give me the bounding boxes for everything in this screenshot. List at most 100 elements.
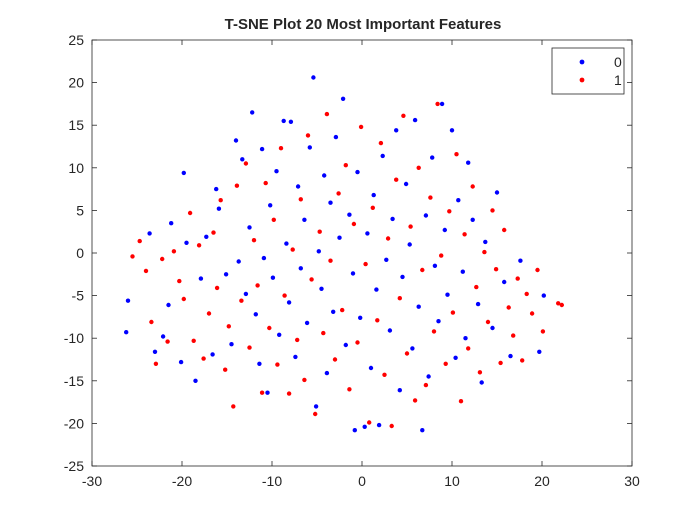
scatter-point-class-1: [502, 227, 507, 233]
scatter-point-class-1: [490, 208, 495, 213]
scatter-point-class-1: [462, 232, 467, 237]
scatter-point-class-1: [540, 329, 546, 334]
scatter-point-class-0: [313, 404, 319, 409]
scatter-point-class-0: [253, 312, 258, 317]
scatter-point-class-1: [218, 198, 223, 203]
scatter-point-class-1: [226, 324, 231, 329]
scatter-point-class-0: [426, 374, 431, 379]
scatter-point-class-0: [147, 231, 152, 236]
scatter-point-class-1: [511, 333, 516, 338]
scatter-point-class-1: [394, 177, 399, 182]
scatter-point-class-0: [281, 118, 286, 124]
scatter-point-class-0: [319, 286, 324, 291]
scatter-point-class-1: [298, 197, 303, 202]
scatter-point-class-0: [479, 380, 484, 385]
scatter-point-class-1: [309, 277, 314, 282]
scatter-point-class-1: [515, 276, 520, 281]
series-0: [124, 75, 546, 433]
scatter-point-class-1: [187, 210, 193, 216]
scatter-point-class-1: [149, 319, 154, 325]
scatter-point-class-1: [375, 318, 380, 323]
scatter-point-class-1: [443, 361, 448, 366]
scatter-point-class-0: [430, 155, 435, 160]
scatter-point-class-0: [350, 271, 356, 276]
scatter-point-class-1: [290, 247, 295, 252]
scatter-point-class-1: [332, 357, 338, 362]
scatter-point-class-1: [420, 267, 425, 273]
scatter-point-class-1: [423, 382, 429, 388]
scatter-point-class-1: [153, 361, 159, 366]
scatter-point-class-1: [201, 356, 206, 361]
scatter-point-class-1: [378, 140, 384, 146]
scatter-point-class-0: [449, 128, 455, 133]
scatter-point-class-1: [243, 161, 249, 166]
scatter-point-class-1: [343, 163, 348, 168]
scatter-point-class-1: [239, 298, 244, 303]
scatter-point-class-1: [520, 358, 525, 363]
scatter-point-class-1: [401, 113, 406, 119]
scatter-point-class-1: [231, 404, 236, 409]
scatter-point-class-1: [450, 310, 456, 315]
scatter-point-class-1: [506, 305, 511, 310]
scatter-point-class-1: [137, 238, 142, 244]
scatter-point-class-0: [394, 128, 399, 133]
scatter-point-class-0: [541, 293, 546, 298]
scatter-point-class-0: [277, 332, 282, 337]
scatter-point-class-1: [439, 253, 444, 258]
scatter-point-class-1: [382, 372, 387, 377]
scatter-point-class-0: [316, 249, 321, 254]
scatter-point-class-1: [278, 146, 284, 151]
scatter-point-class-1: [556, 301, 561, 306]
scatter-point-class-0: [490, 325, 495, 331]
scatter-point-class-0: [358, 315, 363, 320]
scatter-point-class-1: [130, 254, 135, 259]
scatter-point-class-1: [355, 340, 360, 345]
scatter-point-class-0: [463, 336, 468, 341]
scatter-point-class-0: [475, 301, 481, 307]
scatter-point-class-0: [293, 354, 298, 360]
scatter-point-class-1: [255, 283, 260, 288]
y-tick-label: -25: [64, 458, 84, 474]
scatter-point-class-1: [286, 391, 292, 396]
scatter-point-class-1: [524, 291, 529, 297]
scatter-point-class-1: [328, 258, 333, 263]
scatter-point-class-1: [321, 330, 326, 336]
y-tick-label: -5: [72, 288, 85, 304]
scatter-point-class-0: [236, 259, 241, 264]
scatter-point-class-1: [498, 360, 503, 366]
scatter-point-class-1: [165, 339, 170, 344]
scatter-point-class-0: [125, 298, 131, 303]
scatter-point-class-0: [371, 192, 376, 198]
scatter-point-class-0: [420, 428, 425, 433]
y-tick-label: 5: [76, 202, 84, 218]
scatter-point-class-1: [191, 338, 196, 343]
scatter-point-class-0: [432, 263, 438, 268]
scatter-point-class-1: [535, 267, 540, 273]
scatter-point-class-0: [423, 213, 429, 218]
scatter-point-class-0: [124, 330, 129, 335]
y-tick-label: 0: [76, 245, 84, 261]
scatter-point-class-1: [160, 256, 165, 262]
scatter-point-class-1: [477, 370, 483, 375]
scatter-point-class-0: [365, 231, 370, 236]
scatter-point-class-1: [171, 249, 177, 254]
y-tick-label: 25: [68, 32, 84, 48]
legend-box: [551, 47, 625, 95]
scatter-point-class-1: [485, 319, 491, 325]
y-tick-label: -15: [64, 373, 84, 389]
scatter-point-class-0: [193, 378, 198, 383]
scatter-point-class-1: [358, 124, 364, 130]
scatter-point-class-0: [384, 257, 389, 262]
scatter-point-class-0: [286, 300, 292, 305]
x-tick-label: 30: [624, 473, 640, 489]
scatter-point-class-0: [152, 349, 158, 354]
scatter-point-class-1: [259, 390, 265, 395]
scatter-point-class-1: [282, 293, 287, 298]
x-tick-label: 10: [444, 473, 460, 489]
scatter-point-class-1: [397, 296, 402, 301]
scatter-point-class-0: [502, 279, 507, 285]
legend-label-1: 1: [614, 72, 622, 88]
y-tick-label: -20: [64, 415, 84, 431]
scatter-point-class-0: [537, 349, 542, 354]
scatter-point-class-0: [410, 346, 415, 351]
